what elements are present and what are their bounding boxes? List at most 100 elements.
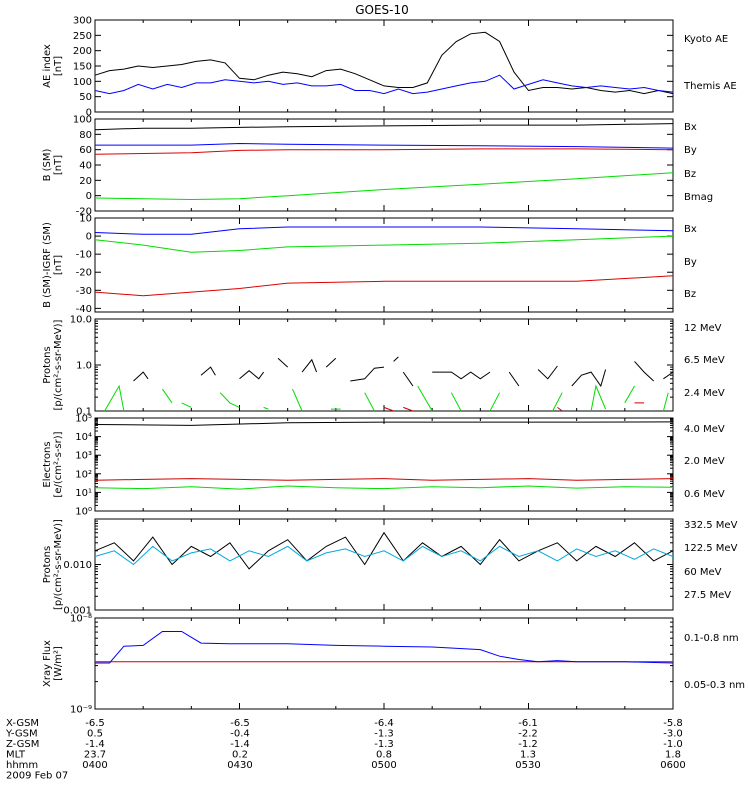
- footer-row-label: X-GSM: [6, 718, 39, 729]
- y-tick-label: 60: [79, 145, 92, 156]
- footer-row-label: hhmm: [6, 760, 38, 771]
- panel-frame: [94, 118, 674, 212]
- y-tick-label: 10⁴: [75, 432, 92, 443]
- series-line-6-5-mev: [590, 384, 607, 412]
- series-line-12-mev: [557, 406, 563, 412]
- series-line-6-5-mev: [263, 406, 269, 410]
- y-tick-label: 80: [79, 130, 92, 141]
- series-line-4-0-mev: [94, 478, 674, 481]
- y-tick-label: 10¹: [75, 488, 92, 499]
- footer-value: -5.8: [663, 718, 683, 729]
- legend-entry: 12 MeV: [684, 323, 722, 334]
- legend-entry: Bz: [684, 289, 696, 300]
- series-line-2-4-mev: [239, 370, 265, 380]
- y-tick-label: 300: [73, 16, 92, 27]
- panel-4: 0.1 1.0 10.0 Protons [p/(cm²-s-sr-MeV)] 12 Me…: [42, 315, 725, 418]
- y-axis-label: AE index: [42, 44, 53, 88]
- y-tick-label: -20: [76, 268, 92, 279]
- legend-entry: 0.6 MeV: [684, 489, 725, 500]
- footer-date: 2009 Feb 07: [6, 771, 68, 782]
- series-line-12-mev: [403, 406, 414, 412]
- series-line-6-5-mev: [219, 392, 240, 408]
- y-tick-label: 100: [73, 77, 92, 88]
- y-tick-label: 10.0: [70, 315, 92, 326]
- series-line-2-4-mev: [133, 371, 149, 382]
- legend-entry: Bz: [684, 169, 696, 180]
- legend-entry: Bx: [684, 122, 697, 133]
- series-line-6-5-mev: [292, 388, 303, 412]
- y-axis-label: B (SM): [42, 148, 53, 181]
- series-line-2-4-mev: [200, 366, 216, 376]
- footer-value: 1.3: [520, 750, 536, 761]
- legend-entry: Themis AE: [683, 81, 737, 92]
- footer-row-label: MLT: [6, 750, 26, 761]
- y-tick-label: 40: [79, 161, 92, 172]
- series-line-6-5-mev: [450, 392, 462, 412]
- y-tick-label: 10⁰: [75, 507, 92, 518]
- series-line-6-5-mev: [624, 385, 635, 404]
- panel-frame: [94, 417, 674, 512]
- y-tick-label: -10: [76, 250, 92, 261]
- y-tick-label: -30: [76, 286, 92, 297]
- footer-value: -6.1: [518, 718, 538, 729]
- y-axis-label: Protons: [42, 346, 53, 383]
- y-axis-label: [p/(cm²-s-sr-MeV)]: [53, 519, 64, 610]
- y-tick-label: 0: [86, 191, 92, 202]
- footer-value: -1.0: [663, 739, 683, 750]
- series-line-bmag: [94, 123, 674, 131]
- footer-value: -6.5: [230, 718, 250, 729]
- y-axis-label: [p/(cm²-s-sr-MeV)]: [53, 319, 64, 410]
- series-line-6-5-mev: [417, 385, 433, 412]
- series-line-2-4-mev: [508, 371, 520, 387]
- panel-7: 10⁻⁹ 10⁻⁸ Xray Flux [W/m²] 0.1-0.8 nm 0.05-0.…: [42, 614, 745, 716]
- legend-entry: Bmag: [684, 192, 713, 203]
- y-axis-label: [W/m²]: [53, 646, 64, 681]
- series-line-6-5-mev: [104, 384, 125, 412]
- legend-entry: 60 MeV: [684, 567, 722, 578]
- footer-value: 23.7: [84, 750, 106, 761]
- series-line-27-5-mev: [94, 531, 674, 570]
- footer-value: 0500: [371, 760, 396, 771]
- y-tick-label: 200: [73, 46, 92, 57]
- series-line-12-mev: [383, 406, 394, 412]
- series-line-2-4-mev: [571, 369, 607, 388]
- panel-frame: [94, 19, 674, 113]
- series-line-6-5-mev: [181, 402, 192, 408]
- y-tick-label: 10⁻⁸: [70, 614, 92, 625]
- footer-value: 0530: [515, 760, 540, 771]
- series-line-6-5-mev: [662, 392, 669, 412]
- series-line-bz: [94, 148, 674, 155]
- series-line-bz: [94, 275, 674, 297]
- legend-entry: Kyoto AE: [684, 34, 728, 45]
- legend-entry: Bx: [684, 224, 697, 235]
- footer-value: -3.0: [663, 729, 683, 740]
- series-line-2-4-mev: [432, 371, 491, 380]
- footer-value: -1.4: [85, 739, 105, 750]
- series-line-60-mev: [94, 545, 674, 566]
- panel-frame: [94, 217, 674, 313]
- legend-entry: 27.5 MeV: [684, 590, 731, 601]
- y-tick-label: 0.1: [76, 407, 92, 418]
- series-line-by: [94, 235, 674, 253]
- y-tick-label: 0: [86, 232, 92, 243]
- legend-entry: 0.1-0.8 nm: [684, 633, 739, 644]
- footer-value: -6.4: [374, 718, 394, 729]
- y-axis-label: Protons: [42, 546, 53, 583]
- y-tick-label: 50: [79, 92, 92, 103]
- y-axis-label: Electrons: [42, 441, 53, 487]
- footer-value: -6.5: [85, 718, 105, 729]
- footer-value: -1.3: [374, 729, 394, 740]
- y-tick-label: 0.010: [63, 560, 92, 571]
- legend-entry: 122.5 MeV: [684, 543, 738, 554]
- panel-3: -40 -30 -20 -10 0 10 B (SM)-IGRF (SM) [nT] Bx By B…: [42, 214, 697, 315]
- series-line-bx: [94, 226, 674, 235]
- legend-entry: 0.05-0.3 nm: [684, 680, 745, 691]
- y-tick-label: 0.001: [63, 606, 92, 617]
- series-line-0-05-0-3-nm: [95, 631, 674, 664]
- legend-entry: 4.0 MeV: [684, 424, 725, 435]
- y-tick-label: -20: [76, 207, 92, 218]
- series-line-2-4-mev: [277, 357, 289, 368]
- figure-title: GOES-10: [355, 3, 409, 17]
- y-tick-label: -40: [76, 304, 92, 315]
- series-line-2-4-mev: [634, 361, 655, 382]
